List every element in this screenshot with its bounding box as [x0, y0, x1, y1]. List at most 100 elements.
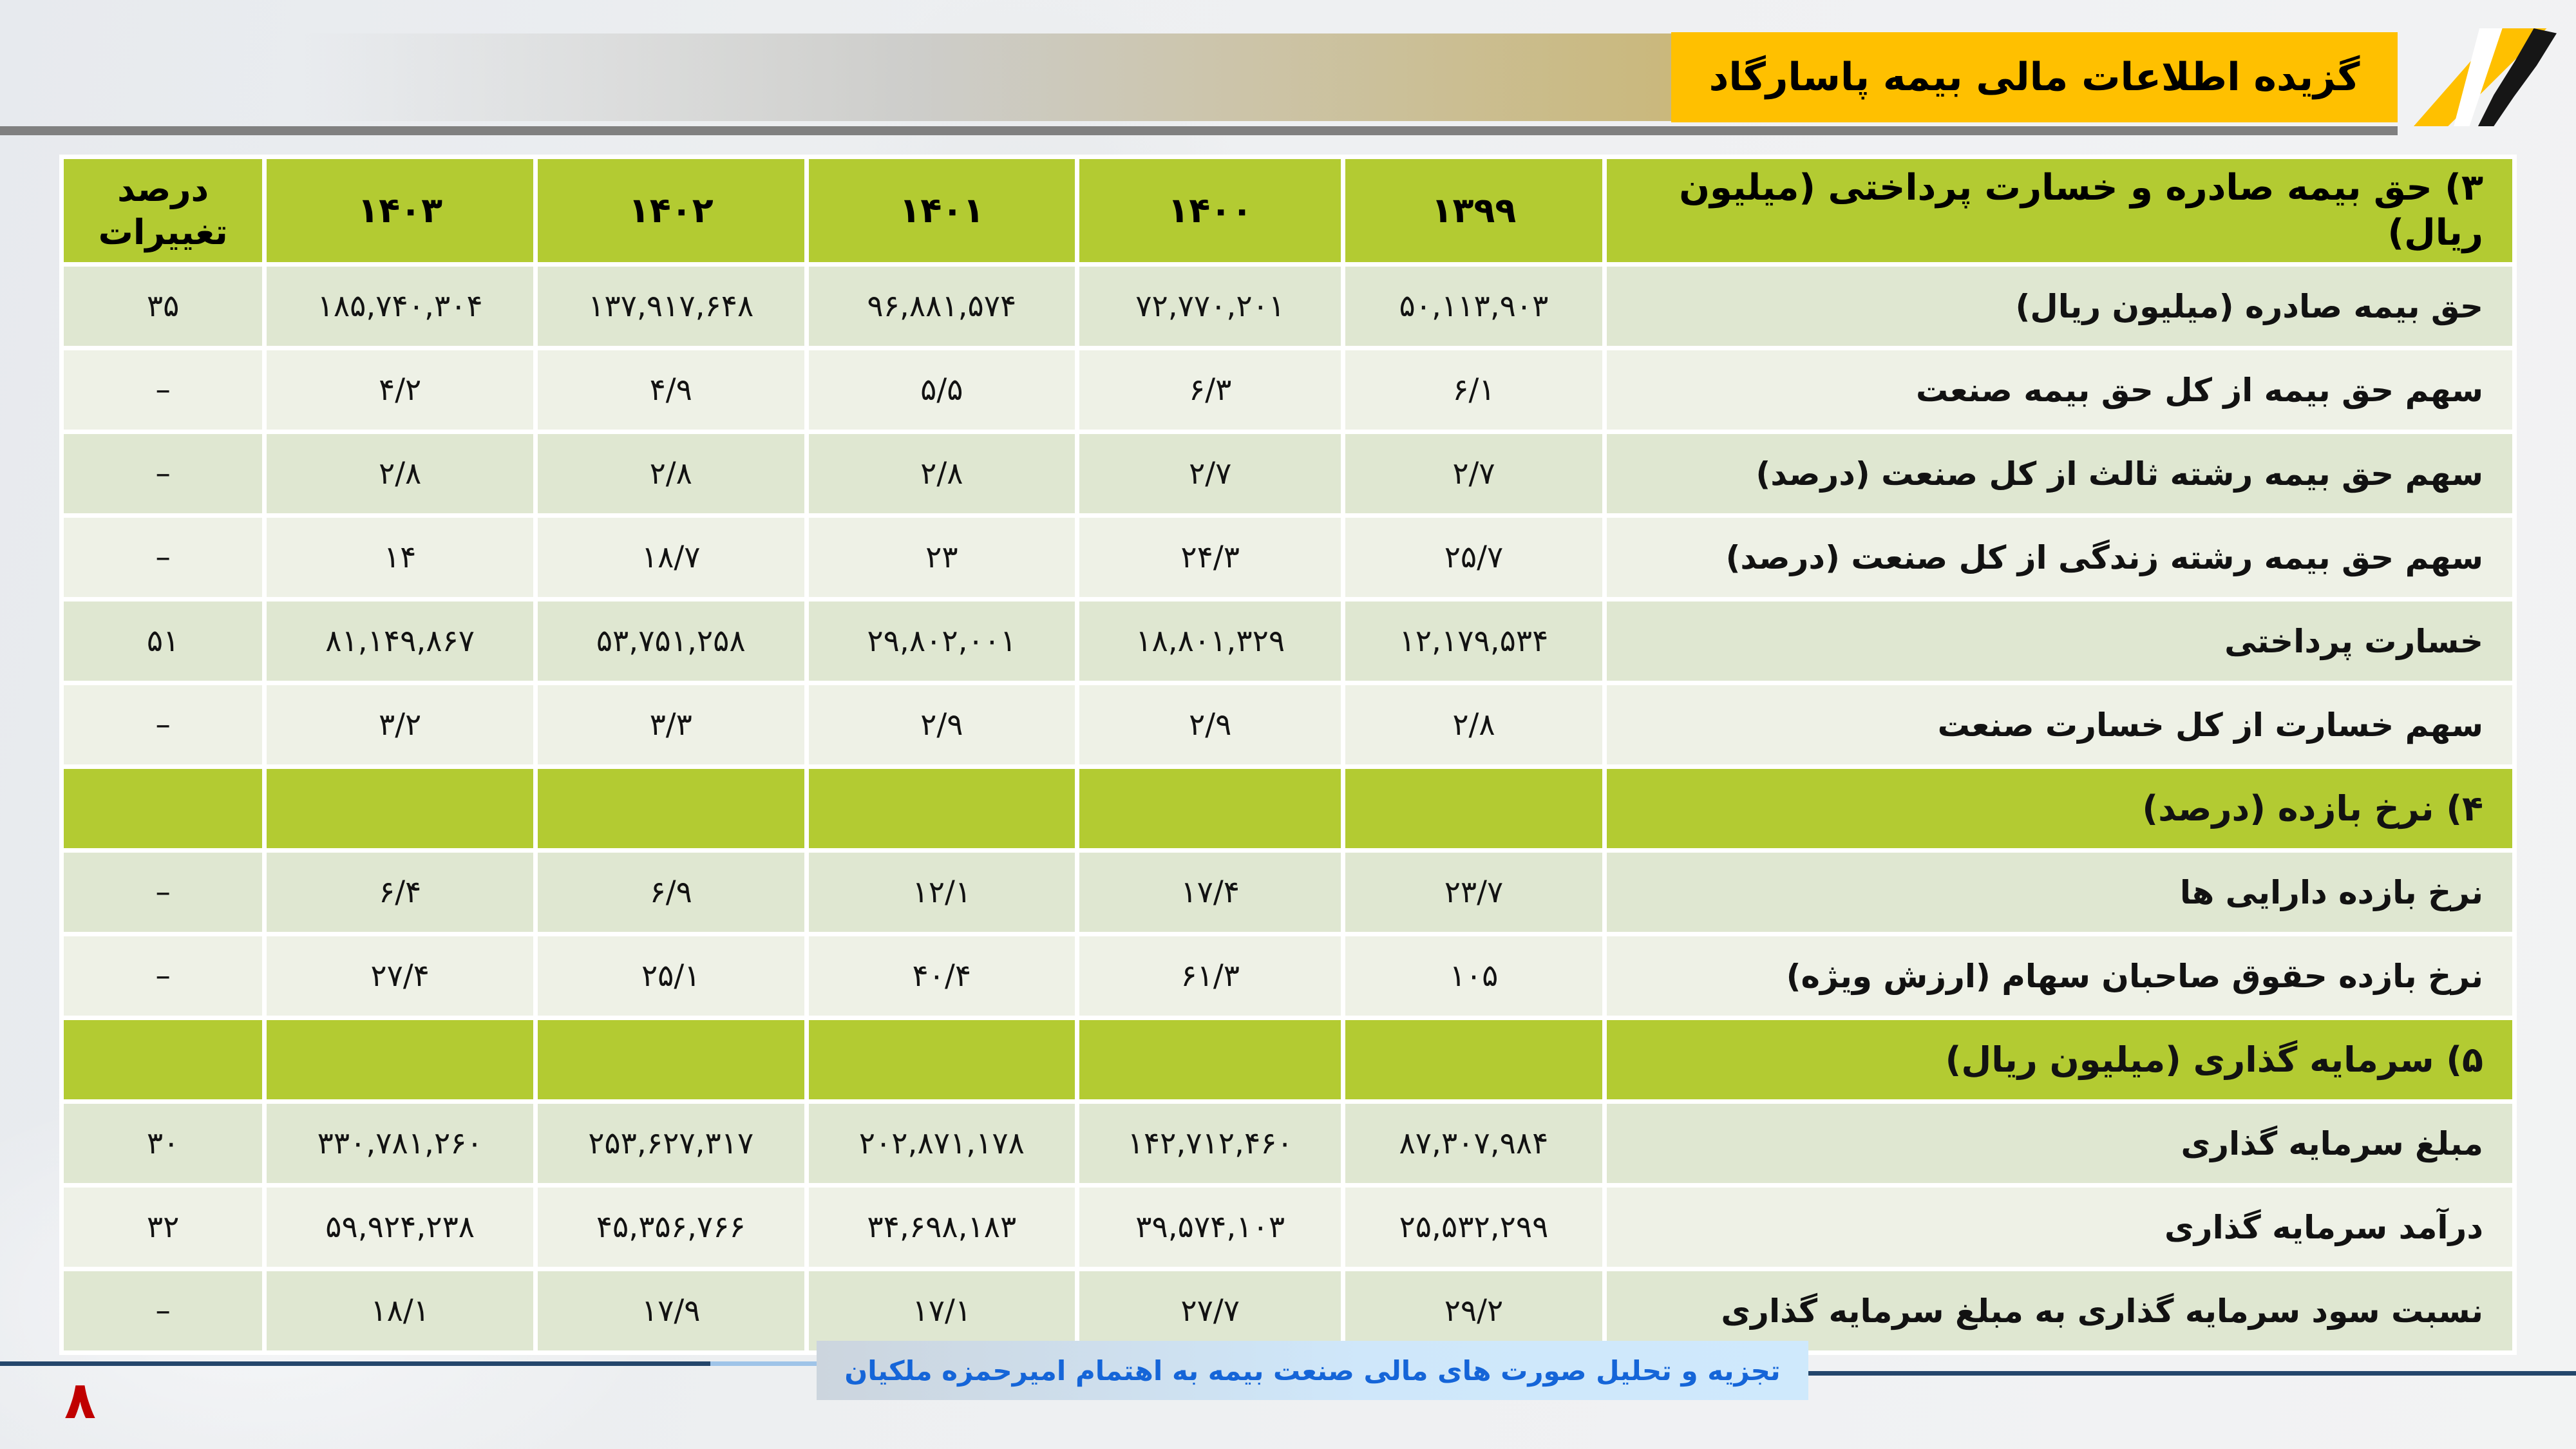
change-cell: – — [64, 1271, 263, 1350]
value-cell-1400: ۲۴/۳ — [1079, 518, 1341, 597]
value-cell-1401: ۲/۹ — [808, 685, 1075, 764]
value-cell-1402 — [537, 1020, 804, 1099]
value-cell-1402 — [537, 769, 804, 848]
change-cell — [64, 769, 263, 848]
footer-line-left — [0, 1361, 817, 1366]
value-cell-1401 — [808, 769, 1075, 848]
value-cell-1400: ۶/۳ — [1079, 350, 1341, 430]
row-label-cell: حق بیمه صادره (میلیون ریال) — [1606, 267, 2512, 346]
row-label-cell: ۴) نرخ بازده (درصد) — [1606, 769, 2512, 848]
col-header-percent-change: درصد تغییرات — [64, 159, 263, 262]
table-row: نرخ بازده دارایی ها ۲۳/۷ ۱۷/۴ ۱۲/۱ ۶/۹ ۶… — [64, 853, 2512, 932]
row-label-cell: نسبت سود سرمایه گذاری به مبلغ سرمایه گذا… — [1606, 1271, 2512, 1350]
footer-line-right — [1808, 1371, 2576, 1376]
table-row: سهم حق بیمه از کل حق بیمه صنعت ۶/۱ ۶/۳ ۵… — [64, 350, 2512, 430]
row-label-cell: سهم حق بیمه از کل حق بیمه صنعت — [1606, 350, 2512, 430]
value-cell-1400: ۱۴۲,۷۱۲,۴۶۰ — [1079, 1104, 1341, 1183]
table-row: نسبت سود سرمایه گذاری به مبلغ سرمایه گذا… — [64, 1271, 2512, 1350]
table-row: ۵) سرمایه گذاری (میلیون ریال) — [64, 1020, 2512, 1099]
value-cell-1402: ۲/۸ — [537, 434, 804, 513]
value-cell-1403: ۳۳۰,۷۸۱,۲۶۰ — [267, 1104, 533, 1183]
row-label-cell: نرخ بازده حقوق صاحبان سهام (ارزش ویژه) — [1606, 936, 2512, 1016]
row-label-cell: سهم حق بیمه رشته زندگی از کل صنعت (درصد) — [1606, 518, 2512, 597]
value-cell-1403: ۱۸۵,۷۴۰,۳۰۴ — [267, 267, 533, 346]
value-cell-1403: ۴/۲ — [267, 350, 533, 430]
value-cell-1401: ۱۷/۱ — [808, 1271, 1075, 1350]
value-cell-1403 — [267, 1020, 533, 1099]
change-cell: – — [64, 853, 263, 932]
value-cell-1400: ۳۹,۵۷۴,۱۰۳ — [1079, 1188, 1341, 1267]
value-cell-1399: ۲۳/۷ — [1345, 853, 1602, 932]
change-cell: ۳۲ — [64, 1188, 263, 1267]
financial-table: ۳) حق بیمه صادره و خسارت پرداختی (میلیون… — [59, 155, 2517, 1355]
change-cell: – — [64, 518, 263, 597]
value-cell-1399: ۲۵/۷ — [1345, 518, 1602, 597]
value-cell-1399: ۶/۱ — [1345, 350, 1602, 430]
value-cell-1400: ۲/۷ — [1079, 434, 1341, 513]
value-cell-1403: ۸۱,۱۴۹,۸۶۷ — [267, 601, 533, 681]
value-cell-1399: ۲/۷ — [1345, 434, 1602, 513]
footer-credit: تجزیه و تحلیل صورت های مالی صنعت بیمه به… — [817, 1341, 1808, 1400]
table-row: سهم حق بیمه رشته زندگی از کل صنعت (درصد)… — [64, 518, 2512, 597]
value-cell-1400: ۷۲,۷۷۰,۲۰۱ — [1079, 267, 1341, 346]
col-header-1402: ۱۴۰۲ — [537, 159, 804, 262]
change-cell: ۳۰ — [64, 1104, 263, 1183]
value-cell-1401: ۲۹,۸۰۲,۰۰۱ — [808, 601, 1075, 681]
value-cell-1402: ۱۸/۷ — [537, 518, 804, 597]
value-cell-1402: ۴/۹ — [537, 350, 804, 430]
value-cell-1399 — [1345, 1020, 1602, 1099]
value-cell-1399: ۱۰۵ — [1345, 936, 1602, 1016]
pasargad-logo-icon — [2414, 28, 2557, 126]
row-label-cell: سهم حق بیمه رشته ثالث از کل صنعت (درصد) — [1606, 434, 2512, 513]
table-header-row: ۳) حق بیمه صادره و خسارت پرداختی (میلیون… — [64, 159, 2512, 262]
value-cell-1399: ۵۰,۱۱۳,۹۰۳ — [1345, 267, 1602, 346]
change-cell: ۳۵ — [64, 267, 263, 346]
value-cell-1403: ۶/۴ — [267, 853, 533, 932]
value-cell-1401: ۳۴,۶۹۸,۱۸۳ — [808, 1188, 1075, 1267]
value-cell-1403: ۳/۲ — [267, 685, 533, 764]
change-cell: – — [64, 936, 263, 1016]
value-cell-1402: ۶/۹ — [537, 853, 804, 932]
value-cell-1401: ۹۶,۸۸۱,۵۷۴ — [808, 267, 1075, 346]
value-cell-1403: ۱۴ — [267, 518, 533, 597]
value-cell-1399: ۲۹/۲ — [1345, 1271, 1602, 1350]
value-cell-1401: ۴۰/۴ — [808, 936, 1075, 1016]
table-row: مبلغ سرمایه گذاری ۸۷,۳۰۷,۹۸۴ ۱۴۲,۷۱۲,۴۶۰… — [64, 1104, 2512, 1183]
value-cell-1401: ۵/۵ — [808, 350, 1075, 430]
value-cell-1400: ۲/۹ — [1079, 685, 1341, 764]
value-cell-1401: ۲۰۲,۸۷۱,۱۷۸ — [808, 1104, 1075, 1183]
row-label-cell: سهم خسارت از کل خسارت صنعت — [1606, 685, 2512, 764]
value-cell-1402: ۲۵/۱ — [537, 936, 804, 1016]
value-cell-1403: ۲۷/۴ — [267, 936, 533, 1016]
change-cell: – — [64, 434, 263, 513]
table-row: خسارت پرداختی ۱۲,۱۷۹,۵۳۴ ۱۸,۸۰۱,۳۲۹ ۲۹,۸… — [64, 601, 2512, 681]
value-cell-1399 — [1345, 769, 1602, 848]
table-row: ۴) نرخ بازده (درصد) — [64, 769, 2512, 848]
value-cell-1403 — [267, 769, 533, 848]
value-cell-1400 — [1079, 1020, 1341, 1099]
page-number: ۸ — [64, 1370, 96, 1430]
value-cell-1400: ۱۸,۸۰۱,۳۲۹ — [1079, 601, 1341, 681]
row-label-cell: درآمد سرمایه گذاری — [1606, 1188, 2512, 1267]
change-cell: – — [64, 685, 263, 764]
value-cell-1403: ۵۹,۹۲۴,۲۳۸ — [267, 1188, 533, 1267]
value-cell-1402: ۵۳,۷۵۱,۲۵۸ — [537, 601, 804, 681]
value-cell-1402: ۱۳۷,۹۱۷,۶۴۸ — [537, 267, 804, 346]
value-cell-1400: ۶۱/۳ — [1079, 936, 1341, 1016]
value-cell-1399: ۸۷,۳۰۷,۹۸۴ — [1345, 1104, 1602, 1183]
value-cell-1403: ۱۸/۱ — [267, 1271, 533, 1350]
row-label-cell: ۵) سرمایه گذاری (میلیون ریال) — [1606, 1020, 2512, 1099]
value-cell-1401: ۲۳ — [808, 518, 1075, 597]
value-cell-1402: ۳/۳ — [537, 685, 804, 764]
value-cell-1402: ۱۷/۹ — [537, 1271, 804, 1350]
page-title: گزیده اطلاعات مالی بیمه پاسارگاد — [1671, 32, 2398, 122]
col-header-1401: ۱۴۰۱ — [808, 159, 1075, 262]
value-cell-1401: ۱۲/۱ — [808, 853, 1075, 932]
col-header-1403: ۱۴۰۳ — [267, 159, 533, 262]
header-underline — [0, 126, 2398, 135]
table-row: حق بیمه صادره (میلیون ریال) ۵۰,۱۱۳,۹۰۳ ۷… — [64, 267, 2512, 346]
value-cell-1402: ۴۵,۳۵۶,۷۶۶ — [537, 1188, 804, 1267]
row-label-cell: نرخ بازده دارایی ها — [1606, 853, 2512, 932]
value-cell-1400: ۲۷/۷ — [1079, 1271, 1341, 1350]
